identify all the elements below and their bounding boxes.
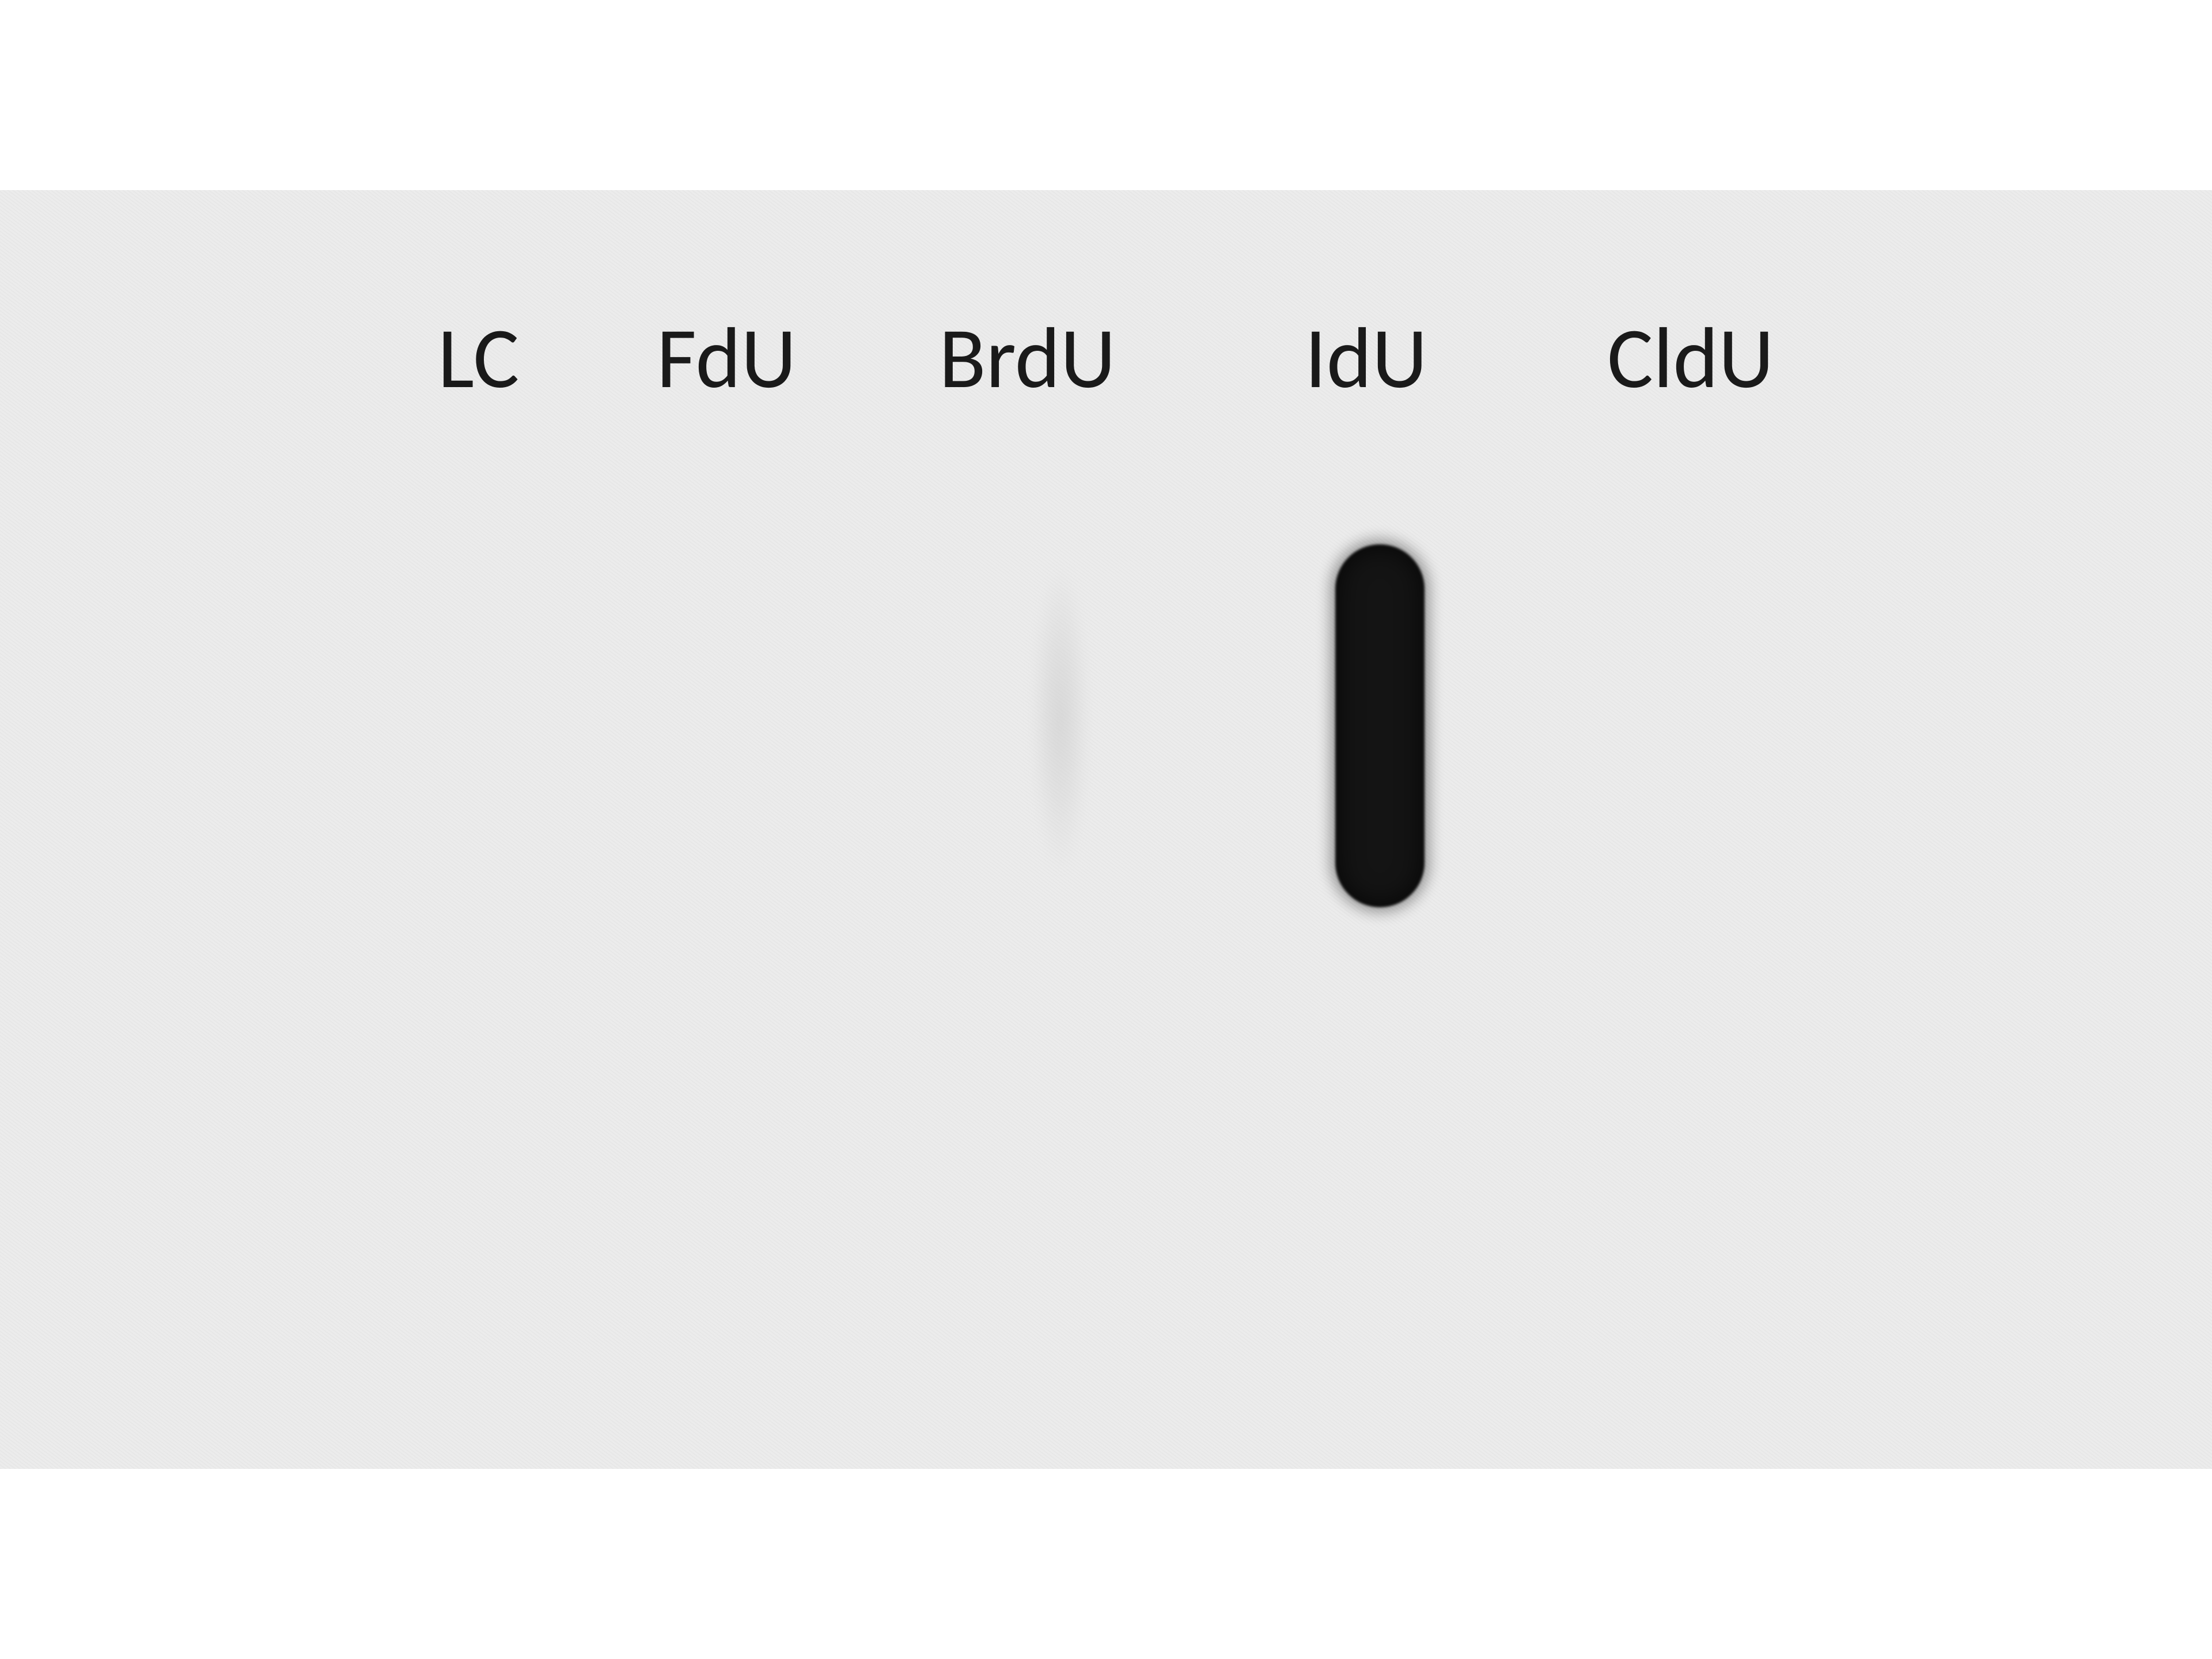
band-brdu [1033,544,1088,907]
band-idu [1335,544,1425,907]
lane-label-fdu: FdU [657,305,797,411]
figure-frame: LC FdU BrdU IdU CldU [0,0,2212,1659]
lane-label-cldu: CldU [1607,305,1774,411]
lane-label-idu: IdU [1305,305,1427,411]
band-fdu [714,544,766,907]
band-cldu [1688,544,1740,907]
band-lc [467,544,518,907]
lane-label-brdu: BrdU [939,305,1116,411]
lane-label-lc: LC [438,305,519,411]
